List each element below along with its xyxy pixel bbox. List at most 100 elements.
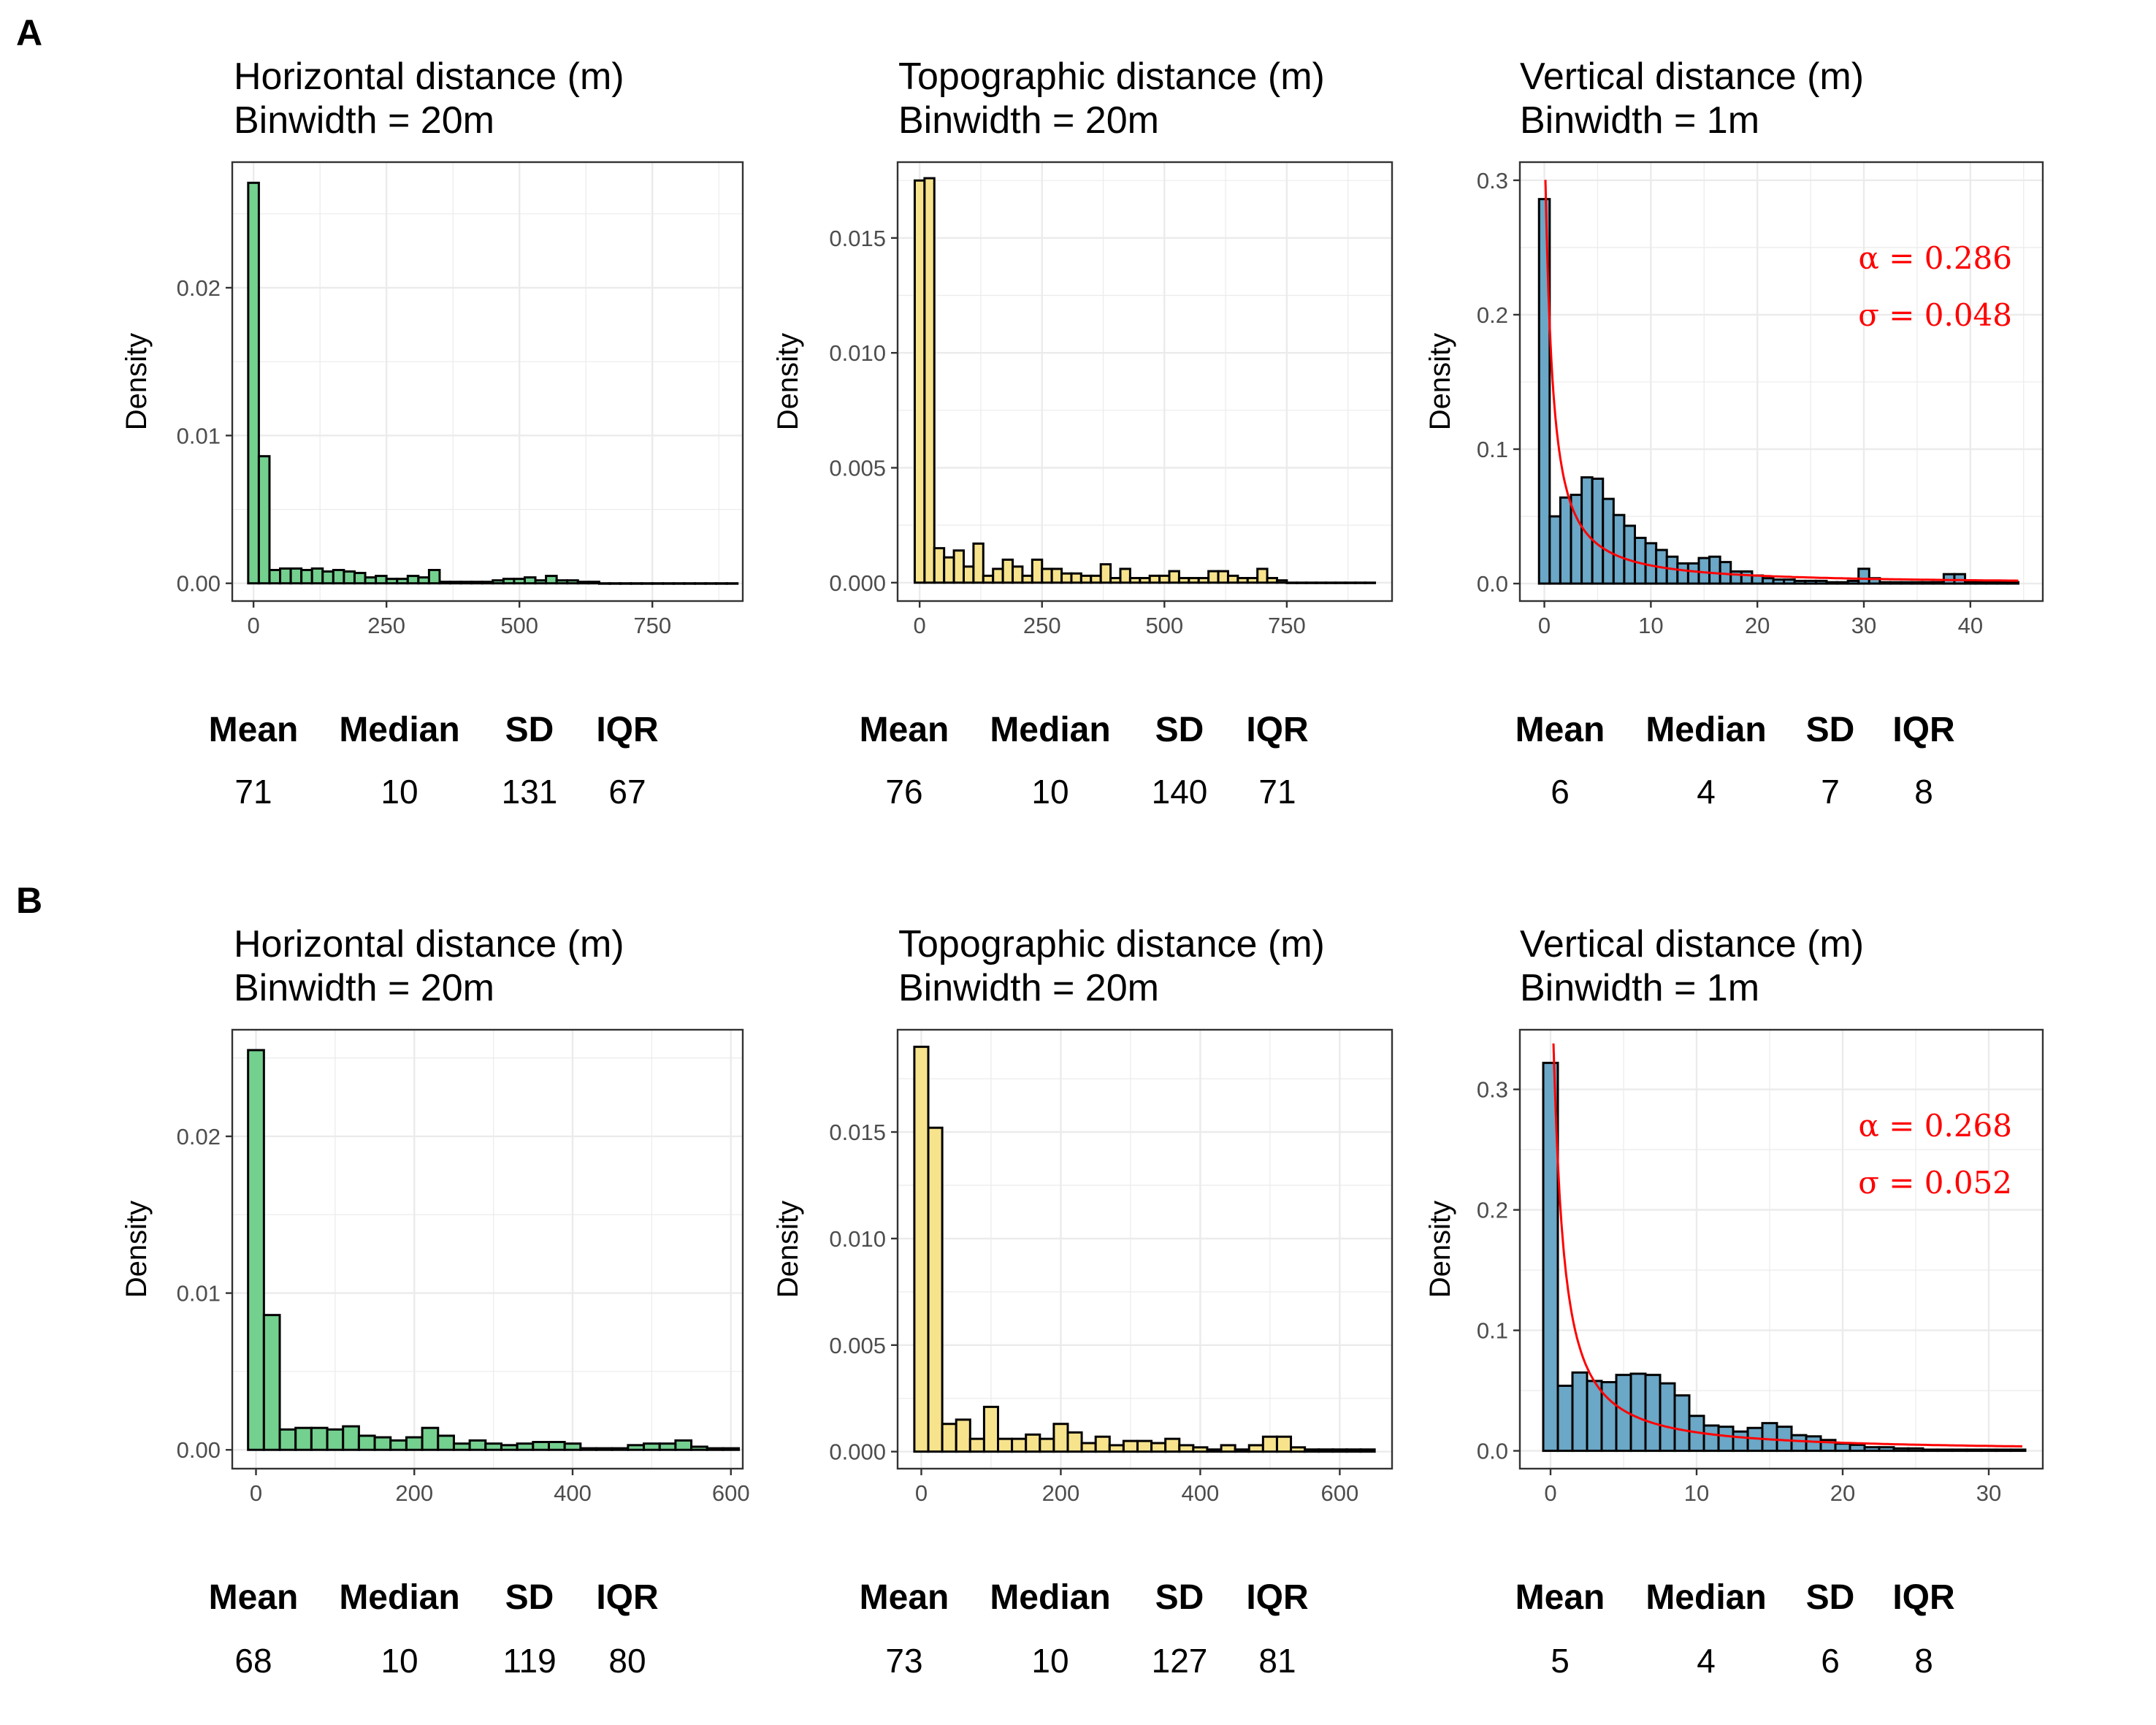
plot-border	[231, 1028, 744, 1470]
stat-header-median: Median	[339, 711, 459, 749]
stat-header-median: Median	[990, 1578, 1110, 1617]
y-tick-label: 0.02	[177, 275, 221, 301]
histogram-bar	[500, 1444, 519, 1451]
y-tick-label: 0.000	[829, 1439, 886, 1465]
histogram-bar	[1936, 1448, 1954, 1453]
y-axis: 0.0 0.1 0.2 0.3	[1477, 168, 1520, 597]
histogram-bar	[1039, 1437, 1055, 1453]
histogram-bar	[468, 1439, 487, 1451]
histogram-bar	[1772, 578, 1786, 585]
histogram-bar	[1164, 1437, 1181, 1453]
histogram-bars	[1542, 1061, 2027, 1453]
stat-value-mean: 5	[1551, 1642, 1570, 1680]
x-tick-label: 200	[1042, 1480, 1080, 1506]
histogram-bar	[1980, 1448, 1998, 1453]
histogram-bar	[438, 581, 452, 585]
y-tick-label: 0.1	[1477, 1318, 1508, 1344]
histogram-bar	[1041, 567, 1053, 584]
histogram-bar	[294, 1426, 313, 1451]
histogram-bars	[913, 177, 1377, 584]
stat-value-median: 10	[381, 773, 418, 811]
histogram-bar	[1150, 1442, 1167, 1453]
histogram-bar	[1953, 573, 1967, 585]
histogram-bar	[385, 578, 399, 585]
sigma-annotation: σ = 0.052	[1858, 1165, 2012, 1201]
histogram-bar	[706, 1447, 725, 1451]
histogram-bar	[927, 1126, 944, 1453]
y-tick-label: 0.01	[177, 1281, 221, 1307]
histogram-bar	[396, 578, 409, 585]
histogram-bar	[405, 1436, 424, 1451]
x-tick-label: 10	[1684, 1480, 1709, 1506]
histogram-bar	[1052, 1423, 1069, 1453]
histogram-bar	[1602, 497, 1615, 585]
histogram-bar	[389, 1439, 408, 1451]
histogram-bar	[1246, 577, 1259, 584]
histogram-bar	[1591, 477, 1605, 585]
histogram-bar	[1600, 1381, 1618, 1453]
stat-header-iqr: IQR	[1892, 711, 1954, 749]
stat-header-sd: SD	[505, 1578, 554, 1617]
y-tick-label: 0.010	[829, 1226, 886, 1252]
histogram-bar	[310, 1426, 329, 1451]
histogram-bar	[1220, 1444, 1236, 1453]
y-tick-label: 0.02	[177, 1124, 221, 1150]
histogram-bar	[2009, 1448, 2027, 1453]
histogram-bar	[1537, 198, 1551, 585]
histogram-bar	[1168, 570, 1180, 584]
histogram-bar	[1290, 1446, 1307, 1453]
histogram-bar	[1079, 574, 1093, 584]
x-tick-label: 400	[554, 1480, 592, 1506]
stat-value-median: 10	[1031, 1642, 1069, 1680]
histogram-bar	[421, 1426, 440, 1451]
histogram-bar	[1148, 574, 1161, 584]
plot-border	[231, 161, 744, 603]
chart-title: Vertical distance (m)	[1520, 56, 1864, 98]
stat-value-iqr: 81	[1258, 1642, 1296, 1680]
stat-value-sd: 127	[1152, 1642, 1208, 1680]
histogram-bar	[1849, 1443, 1866, 1453]
x-tick-label: 0	[1544, 1480, 1556, 1506]
histogram-bar	[484, 1442, 502, 1451]
histogram-bar	[1060, 572, 1073, 584]
histogram-bar	[1686, 562, 1700, 585]
stat-value-iqr: 8	[1914, 1642, 1933, 1680]
histogram-bar	[1965, 1448, 1983, 1453]
histogram-bar	[1359, 1448, 1376, 1453]
stat-header-iqr: IQR	[1246, 711, 1308, 749]
x-tick-label: 20	[1830, 1480, 1855, 1506]
histogram-bar	[643, 1442, 661, 1451]
chart-subtitle: Binwidth = 20m	[234, 99, 494, 142]
y-tick-label: 0.0	[1477, 571, 1508, 597]
stat-value-sd: 7	[1821, 773, 1840, 811]
histogram-bar	[343, 570, 356, 585]
histogram-bar	[1090, 574, 1102, 584]
histogram-bar	[1364, 581, 1377, 584]
histogram-bar	[1139, 577, 1151, 584]
x-axis: 0 10 20 30 40	[1538, 601, 1983, 638]
histogram-bar	[449, 581, 462, 585]
histogram-bar	[913, 1045, 930, 1453]
y-axis-label: Density	[772, 333, 804, 430]
x-tick-label: 500	[500, 613, 538, 638]
histogram-bar	[1188, 577, 1200, 584]
histogram-bar	[1325, 581, 1337, 584]
histogram-bar	[690, 1445, 708, 1451]
histogram-bar	[982, 574, 995, 584]
stat-value-mean: 68	[234, 1642, 272, 1680]
histogram-bar	[1900, 581, 1914, 585]
histogram-bar	[1556, 1384, 1574, 1453]
histogram-bar	[247, 1049, 265, 1451]
x-tick-label: 30	[1976, 1480, 2001, 1506]
histogram-bar	[1659, 1382, 1676, 1453]
histogram-bar	[1571, 1371, 1589, 1453]
stat-value-sd: 119	[502, 1642, 556, 1680]
histogram-bar	[579, 1447, 598, 1451]
stats-table: Mean 6 Median 4 SD 7 IQR 8	[1515, 711, 1955, 811]
stat-header-median: Median	[1645, 711, 1766, 749]
x-tick-label: 600	[1321, 1480, 1359, 1506]
histogram-bar	[417, 576, 430, 585]
histogram-bar	[1790, 1434, 1808, 1453]
stat-header-sd: SD	[1806, 1578, 1855, 1617]
histogram-bar	[1318, 1448, 1334, 1453]
